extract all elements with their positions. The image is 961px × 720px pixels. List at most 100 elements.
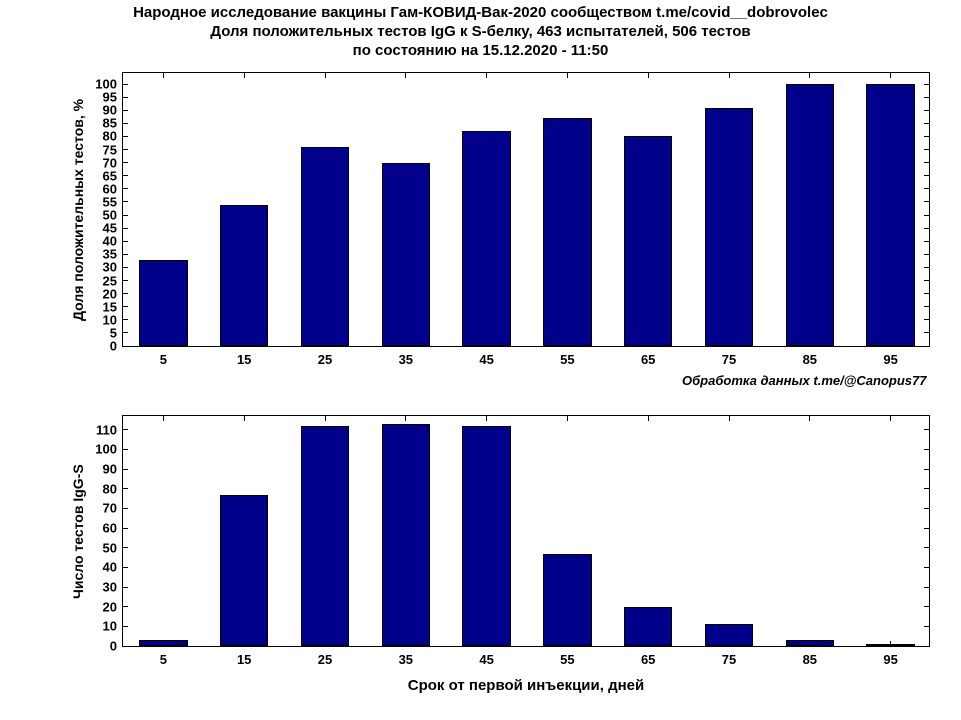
x-tick-mark — [486, 416, 487, 421]
x-tick-mark — [405, 73, 406, 78]
top-bar-chart: 0510152025303540455055606570758085909510… — [122, 72, 930, 347]
x-tick-mark — [648, 73, 649, 78]
bar — [139, 640, 187, 646]
y-tick-label: 15 — [103, 299, 123, 314]
y-tick-mark — [924, 488, 929, 489]
y-tick-label: 65 — [103, 168, 123, 183]
bar — [624, 607, 672, 646]
x-tick-mark — [244, 73, 245, 78]
x-tick-label: 5 — [160, 646, 167, 667]
x-tick-label: 35 — [399, 346, 413, 367]
y-tick-mark — [123, 306, 128, 307]
y-tick-label: 60 — [103, 181, 123, 196]
x-tick-label: 95 — [883, 346, 897, 367]
y-tick-mark — [123, 136, 128, 137]
x-tick-label: 25 — [318, 346, 332, 367]
y-tick-mark — [123, 449, 128, 450]
y-tick-mark — [123, 626, 128, 627]
y-tick-mark — [123, 254, 128, 255]
y-tick-label: 110 — [96, 422, 123, 437]
y-tick-label: 0 — [110, 639, 123, 654]
x-tick-mark — [890, 73, 891, 78]
y-tick-label: 55 — [103, 194, 123, 209]
y-tick-mark — [924, 228, 929, 229]
y-tick-mark — [924, 241, 929, 242]
y-tick-label: 0 — [110, 339, 123, 354]
bottom-y-axis-label: Число тестов IgG-S — [70, 464, 86, 599]
y-tick-label: 5 — [110, 325, 123, 340]
bar — [220, 205, 268, 346]
bar — [705, 624, 753, 646]
x-tick-mark — [729, 73, 730, 78]
x-tick-mark — [648, 416, 649, 421]
bar — [786, 84, 834, 346]
y-tick-mark — [123, 215, 128, 216]
y-tick-mark — [123, 587, 128, 588]
x-tick-mark — [809, 416, 810, 421]
x-axis-label: Срок от первой инъекции, дней — [122, 677, 930, 694]
y-tick-mark — [123, 567, 128, 568]
y-tick-mark — [123, 84, 128, 85]
y-tick-mark — [123, 123, 128, 124]
x-tick-label: 85 — [803, 346, 817, 367]
x-tick-label: 85 — [803, 646, 817, 667]
y-tick-mark — [924, 306, 929, 307]
y-tick-label: 10 — [103, 312, 123, 327]
y-tick-label: 45 — [103, 221, 123, 236]
y-tick-mark — [123, 508, 128, 509]
credit-text: Обработка данных t.me/@Canopus77 — [682, 373, 926, 388]
y-tick-mark — [123, 228, 128, 229]
y-tick-mark — [123, 469, 128, 470]
y-tick-mark — [123, 162, 128, 163]
y-tick-mark — [924, 587, 929, 588]
title-line-1: Народное исследование вакцины Гам-КОВИД-… — [0, 4, 961, 23]
y-tick-mark — [123, 646, 128, 647]
y-tick-label: 40 — [103, 560, 123, 575]
y-tick-mark — [924, 293, 929, 294]
bar — [786, 640, 834, 646]
y-tick-label: 70 — [103, 155, 123, 170]
y-tick-label: 30 — [103, 260, 123, 275]
y-tick-mark — [924, 149, 929, 150]
y-tick-mark — [924, 469, 929, 470]
y-tick-mark — [123, 188, 128, 189]
y-tick-mark — [123, 110, 128, 111]
title-line-3: по состоянию на 15.12.2020 - 11:50 — [0, 42, 961, 61]
top-y-axis-label: Доля положительных тестов, % — [70, 98, 86, 320]
y-tick-mark — [924, 280, 929, 281]
x-tick-label: 15 — [237, 646, 251, 667]
y-tick-mark — [924, 528, 929, 529]
y-tick-mark — [924, 547, 929, 548]
x-tick-label: 5 — [160, 346, 167, 367]
x-tick-mark — [405, 416, 406, 421]
x-tick-mark — [729, 416, 730, 421]
y-tick-label: 70 — [103, 501, 123, 516]
y-tick-label: 20 — [103, 599, 123, 614]
x-tick-mark — [163, 73, 164, 78]
y-tick-mark — [924, 254, 929, 255]
y-tick-mark — [924, 508, 929, 509]
bar — [543, 554, 591, 646]
bar — [382, 424, 430, 646]
figure: Народное исследование вакцины Гам-КОВИД-… — [0, 0, 961, 720]
y-tick-mark — [123, 280, 128, 281]
y-tick-mark — [123, 201, 128, 202]
y-tick-mark — [123, 332, 128, 333]
bar — [382, 163, 430, 346]
y-tick-label: 35 — [103, 247, 123, 262]
y-tick-mark — [123, 346, 128, 347]
bar — [543, 118, 591, 346]
y-tick-mark — [924, 606, 929, 607]
y-tick-label: 50 — [103, 540, 123, 555]
x-tick-mark — [486, 73, 487, 78]
chart-title: Народное исследование вакцины Гам-КОВИД-… — [0, 4, 961, 60]
y-tick-label: 60 — [103, 521, 123, 536]
y-tick-mark — [123, 606, 128, 607]
bar — [301, 147, 349, 346]
y-tick-mark — [924, 201, 929, 202]
y-tick-mark — [123, 547, 128, 548]
bar — [624, 136, 672, 346]
y-tick-mark — [123, 97, 128, 98]
y-tick-label: 20 — [103, 286, 123, 301]
y-tick-mark — [924, 162, 929, 163]
